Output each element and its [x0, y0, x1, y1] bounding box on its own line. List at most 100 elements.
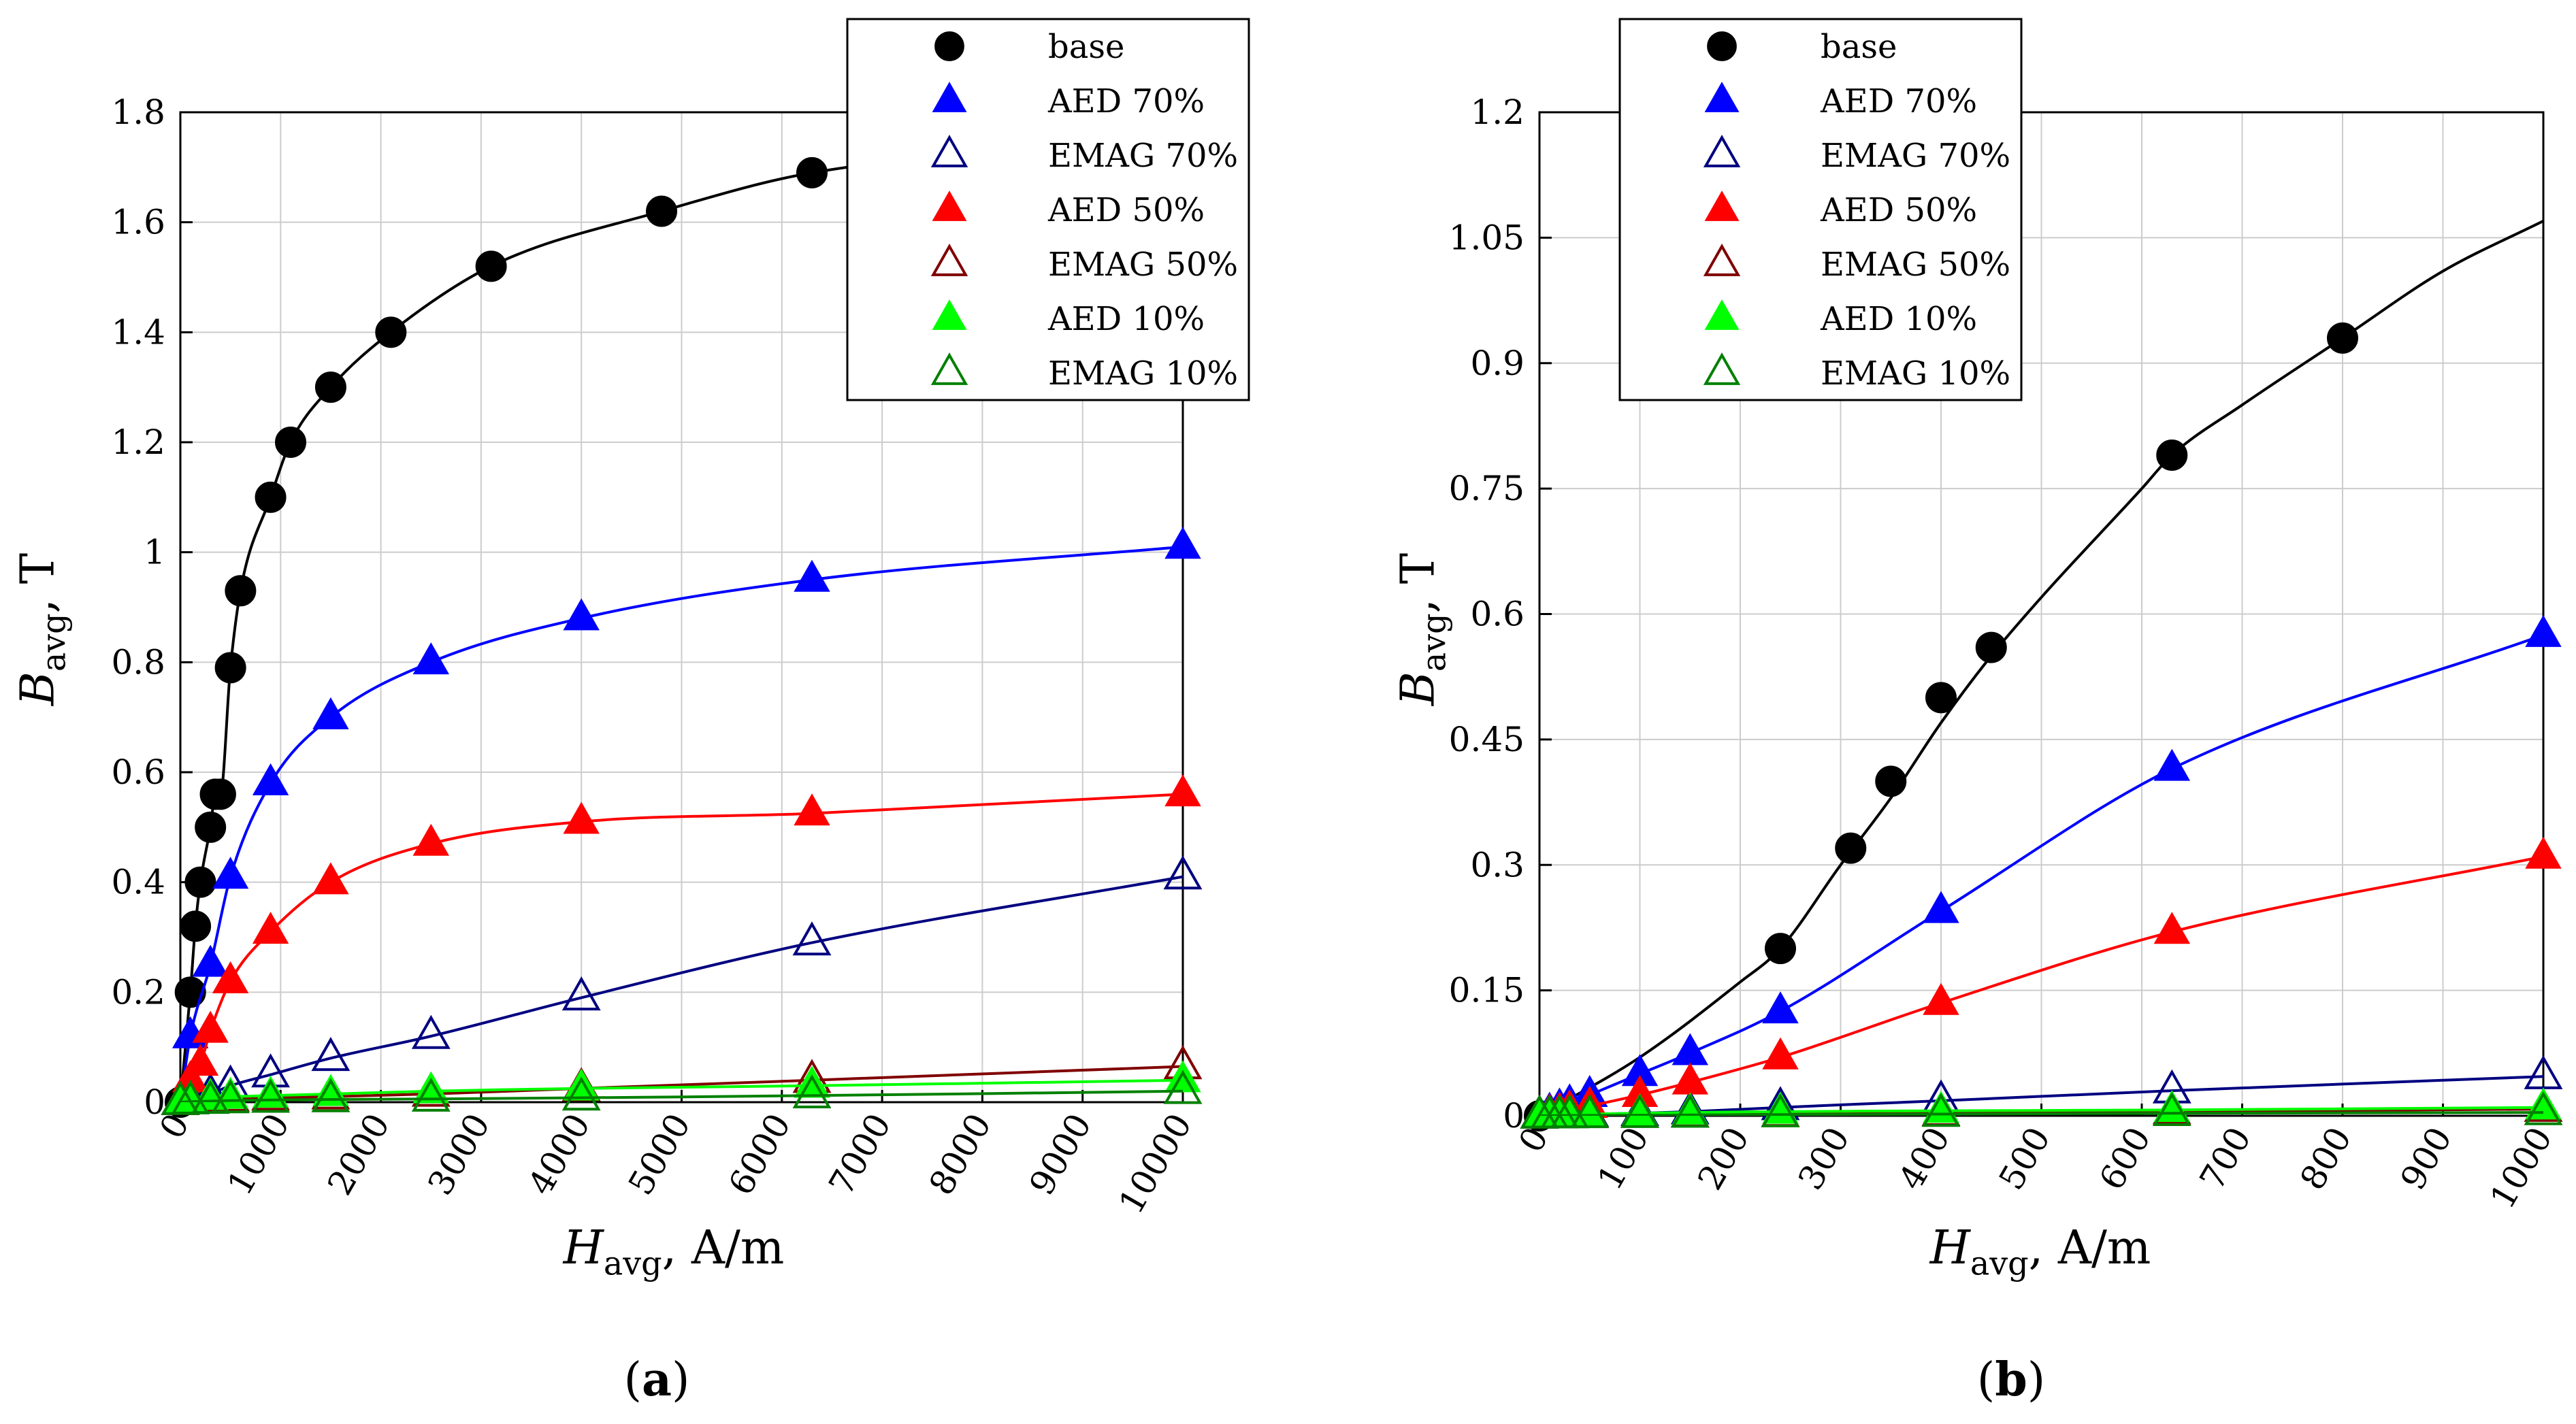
y-tick-label: 1.4	[111, 312, 165, 352]
data-point	[212, 857, 249, 889]
data-point	[212, 961, 249, 993]
legend-label: EMAG 10%	[1048, 354, 1238, 393]
series-aed-50-	[162, 774, 1201, 1114]
data-point	[1163, 1070, 1203, 1104]
y-tick-label: 0.45	[1449, 720, 1525, 759]
x-tick-label: 10000	[1111, 1107, 1200, 1221]
data-point	[792, 921, 832, 956]
data-point	[475, 250, 507, 282]
x-tick-label: 2000	[320, 1107, 397, 1202]
x-tick-label: 8000	[922, 1107, 999, 1202]
data-point	[1762, 991, 1799, 1024]
legend-marker	[930, 352, 968, 385]
legend-marker	[1703, 244, 1741, 276]
data-point	[2153, 912, 2191, 944]
series-line	[180, 1089, 1183, 1102]
x-tick-label: 400	[1891, 1121, 1957, 1197]
y-tick-label: 0.6	[1470, 595, 1525, 634]
data-point	[561, 976, 601, 1011]
data-point	[252, 763, 289, 795]
data-point	[412, 823, 450, 856]
legend: base AED 70% EMAG 70% AED 50% EMAG 50% AED 10…	[846, 18, 1250, 401]
data-point	[2156, 439, 2188, 471]
data-point	[174, 976, 206, 1008]
x-tick-label: 700	[2192, 1121, 2259, 1197]
data-point	[311, 1078, 350, 1112]
legend-label: AED 10%	[1047, 300, 1205, 338]
data-point	[311, 1037, 350, 1072]
panel-label-a: (a)	[623, 1353, 690, 1407]
data-point	[375, 316, 407, 348]
data-point	[171, 1080, 210, 1114]
data-point	[1670, 1093, 1710, 1128]
data-point	[1761, 1093, 1800, 1127]
data-point	[184, 866, 216, 898]
data-point	[252, 912, 289, 944]
legend-label: base	[1048, 28, 1124, 66]
legend-marker	[932, 82, 967, 112]
y-tick-label: 0	[1503, 1096, 1525, 1136]
data-point	[1925, 682, 1957, 714]
data-point	[563, 801, 600, 834]
data-point	[563, 598, 600, 631]
data-point	[2524, 1091, 2563, 1125]
data-point	[192, 944, 229, 977]
legend-box	[846, 18, 1250, 401]
y-tick-label: 0.9	[1470, 344, 1525, 383]
legend-label: AED 10%	[1820, 300, 1977, 338]
legend-box	[1618, 18, 2023, 401]
legend-label: AED 50%	[1047, 191, 1205, 229]
data-point	[796, 156, 828, 188]
legend-marker	[1703, 135, 1741, 167]
data-point	[312, 862, 349, 895]
data-point	[411, 1077, 451, 1112]
x-tick-label: 9000	[1022, 1107, 1099, 1202]
series-base	[165, 124, 1199, 1118]
chart-panel-a: 00.20.40.60.811.21.41.61.80 1000 2000 3000 4…	[111, 18, 1250, 1221]
data-point	[1570, 1094, 1610, 1129]
data-point	[255, 481, 287, 513]
legend: base AED 70% EMAG 70% AED 50% EMAG 50% AED 10…	[1618, 18, 2023, 401]
data-point	[1164, 527, 1201, 559]
data-point	[646, 195, 678, 227]
data-point	[1672, 1033, 1709, 1065]
chart-panel-b: 00.150.30.450.60.750.91.051.20 100 200 300 4…	[1449, 18, 2563, 1215]
y-tick-label: 0.75	[1449, 469, 1525, 508]
x-tick-label: 900	[2393, 1121, 2460, 1197]
legend-label: AED 50%	[1820, 191, 1977, 229]
y-tick-label: 0.8	[111, 642, 165, 682]
x-tick-label: 1000	[2483, 1121, 2560, 1215]
data-point	[1164, 774, 1201, 807]
legend-marker	[932, 191, 967, 221]
x-axis-label-a: Havg, A/m	[563, 1221, 785, 1283]
data-point	[214, 652, 246, 684]
data-point	[794, 793, 830, 826]
y-axis-label-b: Bavg, T	[1391, 552, 1454, 706]
data-point	[195, 811, 227, 843]
series-line	[1539, 1111, 2543, 1116]
legend-label: AED 70%	[1047, 82, 1205, 120]
data-point	[192, 1010, 229, 1043]
data-point	[312, 697, 349, 729]
x-tick-label: 300	[1791, 1121, 1857, 1197]
data-point	[1835, 832, 1867, 864]
data-point	[275, 427, 307, 458]
x-tick-label: 1000	[220, 1107, 297, 1202]
data-point	[1550, 1094, 1589, 1129]
legend-marker	[930, 244, 968, 276]
panel-label-b: (b)	[1976, 1353, 2046, 1407]
data-point	[251, 1078, 291, 1113]
legend-label: EMAG 50%	[1048, 246, 1238, 284]
y-tick-label: 1.6	[111, 203, 165, 242]
data-point	[211, 1079, 250, 1114]
data-point	[314, 371, 346, 403]
y-tick-label: 0.4	[111, 863, 165, 902]
data-point	[1620, 1093, 1659, 1128]
data-point	[1163, 855, 1203, 890]
legend-marker	[932, 299, 967, 330]
y-tick-label: 1.2	[111, 423, 165, 462]
legend-label: AED 70%	[1820, 82, 1977, 120]
data-point	[1765, 933, 1796, 965]
legend-label: EMAG 70%	[1048, 137, 1238, 175]
data-point	[225, 575, 257, 607]
